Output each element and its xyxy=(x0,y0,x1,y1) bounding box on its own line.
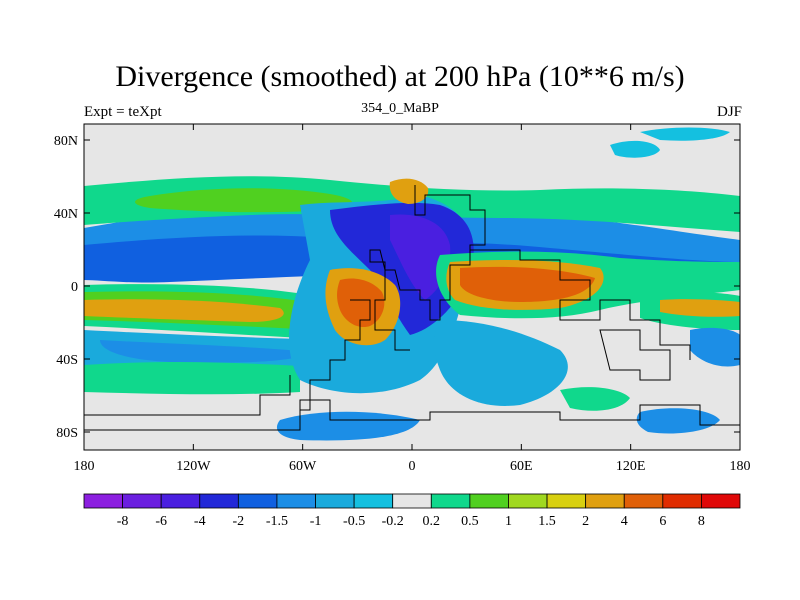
contour-positive-north-africa xyxy=(389,178,429,204)
colorbar-label: 1 xyxy=(505,514,512,529)
contour-positive-west-africa-core xyxy=(337,278,385,328)
colorbar-label: -6 xyxy=(155,514,167,529)
colorbar-label: 2 xyxy=(582,514,589,529)
lon-tick-label: 120W xyxy=(176,459,211,474)
contour-negative-antarctic xyxy=(276,411,420,441)
colorbar-label: 6 xyxy=(659,514,666,529)
coastline-europe-africa xyxy=(369,185,486,351)
lon-tick-label: 60W xyxy=(289,459,317,474)
contour-positive-south-band xyxy=(84,362,300,395)
colorbar-swatch xyxy=(276,493,316,509)
contour-positive-tropical-core-west xyxy=(84,299,284,322)
contour-positive-pacific-east-core xyxy=(660,299,740,317)
lon-tick-label: 60E xyxy=(510,459,533,474)
colorbar-label: 1.5 xyxy=(538,514,556,529)
colorbar-label: -4 xyxy=(194,514,206,529)
lat-tick-label: 80S xyxy=(56,426,78,441)
coastline-south-polar xyxy=(84,399,740,431)
season-label: DJF xyxy=(716,104,742,120)
contour-negative-pacific-far-east xyxy=(690,327,740,367)
colorbar-swatch xyxy=(237,493,278,509)
colorbar-label: 0.2 xyxy=(423,514,441,529)
run-label: 354_0_MaBP xyxy=(361,101,439,116)
colorbar: -8 -6 -4 -2 -1.5 -1 -0.5 -0.2 0.2 0.5 1 1.5 2 4 6 8 xyxy=(83,493,741,529)
lat-tick-label: 80N xyxy=(54,134,78,149)
lon-tick-label: 120E xyxy=(616,459,646,474)
map-panel xyxy=(84,124,740,450)
colorbar-label: 0.5 xyxy=(461,514,479,529)
coastline-south-polar-2 xyxy=(84,375,291,416)
lon-tick-label: 180 xyxy=(730,459,751,474)
coastline-australia xyxy=(599,329,671,381)
colorbar-swatch xyxy=(701,493,741,509)
colorbar-swatch xyxy=(546,493,587,509)
colorbar-label: -0.2 xyxy=(382,514,404,529)
lat-tick-label: 40N xyxy=(54,207,78,222)
lat-tick-label: 40S xyxy=(56,353,78,368)
longitude-axis: 180 120W 60W 0 60E 120E 180 xyxy=(74,124,751,474)
contour-negative-south-core xyxy=(100,340,310,363)
colorbar-label: -8 xyxy=(117,514,129,529)
latitude-axis: 80N 40N 0 40S 80S xyxy=(54,134,740,441)
colorbar-swatch xyxy=(122,493,162,509)
experiment-label: Expt = teXpt xyxy=(84,104,162,120)
colorbar-swatch xyxy=(83,493,123,509)
colorbar-swatch xyxy=(508,493,548,509)
contour-positive-tropical-east-core xyxy=(460,266,595,302)
colorbar-label: -0.5 xyxy=(343,514,365,529)
contour-positive-north-band-core xyxy=(135,188,353,213)
contour-positive-south-indian xyxy=(560,387,630,411)
colorbar-label: -1.5 xyxy=(266,514,288,529)
plot-title: Divergence (smoothed) at 200 hPa (10**6 … xyxy=(115,60,685,93)
colorbar-swatch xyxy=(353,493,394,509)
lat-tick-label: 0 xyxy=(71,280,78,295)
lon-tick-label: 0 xyxy=(409,459,416,474)
contour-negative-southern-africa xyxy=(434,320,568,406)
colorbar-swatch xyxy=(662,493,702,509)
colorbar-label: 8 xyxy=(698,514,705,529)
colorbar-label: -1 xyxy=(310,514,322,529)
contour-negative-arctic xyxy=(610,140,660,158)
contour-negative-central-core-deep xyxy=(390,214,451,300)
lon-tick-label: 180 xyxy=(74,459,95,474)
colorbar-label: 4 xyxy=(621,514,628,529)
colorbar-swatch xyxy=(199,493,239,509)
colorbar-swatch xyxy=(623,493,664,509)
contour-negative-arctic-2 xyxy=(640,127,730,141)
colorbar-swatch xyxy=(392,493,432,509)
colorbar-swatch xyxy=(315,493,355,509)
colorbar-swatch xyxy=(430,493,471,509)
colorbar-swatch xyxy=(160,493,201,509)
contour-negative-antarctic-east xyxy=(636,408,720,434)
colorbar-label: -2 xyxy=(233,514,245,529)
coastline-asia xyxy=(470,249,691,360)
coastline-south-america xyxy=(300,299,371,411)
coastlines xyxy=(84,185,740,431)
colorbar-swatch xyxy=(469,493,509,509)
colorbar-swatch xyxy=(585,493,625,509)
